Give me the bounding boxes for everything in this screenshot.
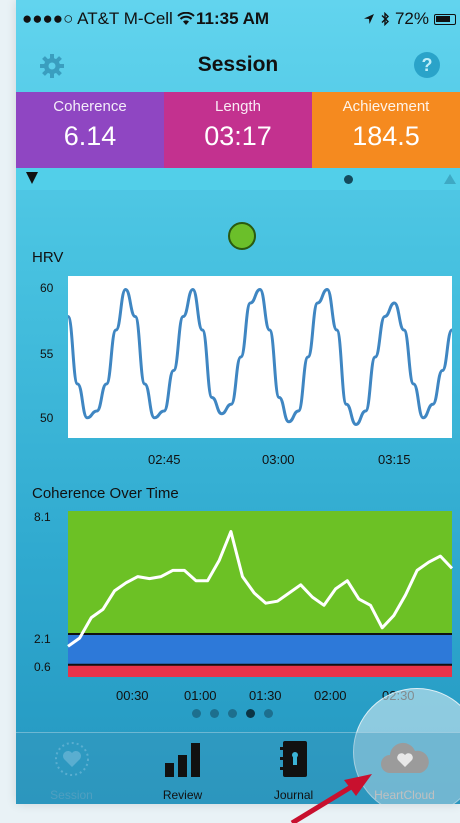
battery-percent: 72% — [394, 9, 429, 28]
tab-heartcloud[interactable]: HeartCloud — [349, 733, 460, 804]
coherence-band — [68, 664, 452, 677]
coherence-chart-title: Coherence Over Time — [32, 485, 179, 502]
tab-session[interactable]: Session — [16, 733, 127, 804]
session-stats: Coherence 6.14 Length 03:17 Achievement … — [16, 92, 460, 168]
carrier-label: ●●●●○ AT&T M-Cell — [22, 9, 173, 28]
achievement-label: Achievement — [342, 98, 430, 115]
status-time: 11:35 AM — [196, 9, 270, 28]
tab-journal[interactable]: Journal — [238, 733, 349, 804]
bluetooth-icon — [381, 12, 389, 26]
status-bar: ●●●●○ AT&T M-Cell 11:35 AM 72% — [16, 0, 460, 38]
coherence-band — [68, 511, 452, 634]
help-icon[interactable]: ? — [414, 52, 440, 78]
tab-label-journal: Journal — [273, 788, 314, 802]
hrv-x-tick: 02:45 — [148, 452, 181, 467]
hrv-plot-area — [68, 276, 452, 438]
progress-indicator — [16, 168, 460, 190]
phone-screen: ●●●●○ AT&T M-Cell 11:35 AM 72% — [16, 0, 460, 804]
coherence-chart: 8.1 2.1 0.6 00:30 01:00 01:30 02:00 02:3… — [34, 510, 454, 703]
page-indicator[interactable] — [192, 709, 273, 718]
cloud-heart-icon — [380, 742, 429, 773]
position-dot — [344, 175, 353, 184]
tab-review[interactable]: Review — [127, 733, 238, 804]
page-dot[interactable] — [228, 709, 237, 718]
hrv-series-line — [66, 288, 454, 426]
tab-label-review: Review — [162, 788, 203, 802]
achievement-value: 184.5 — [352, 121, 420, 151]
coherence-y-tick: 0.6 — [34, 660, 51, 674]
nav-bar: Session ? — [16, 38, 460, 92]
hrv-x-tick: 03:00 — [262, 452, 295, 467]
length-label: Length — [215, 98, 261, 115]
bar-chart-icon — [164, 743, 200, 777]
battery-icon — [434, 13, 456, 25]
location-icon — [363, 14, 374, 24]
hrv-x-tick: 03:15 — [378, 452, 411, 467]
coherence-x-tick: 01:00 — [184, 688, 217, 703]
coherence-series-line — [67, 530, 454, 648]
heart-sun-icon — [54, 742, 89, 776]
coherence-y-tick: 2.1 — [34, 632, 51, 646]
start-marker-icon — [26, 172, 38, 184]
coherence-stat: Coherence 6.14 — [16, 92, 164, 168]
coherence-x-tick: 00:30 — [116, 688, 149, 703]
page-dot[interactable] — [246, 709, 255, 718]
hrv-y-tick: 55 — [40, 347, 54, 361]
hrv-y-tick: 50 — [40, 411, 54, 425]
wifi-icon — [177, 12, 195, 25]
page-dot[interactable] — [192, 709, 201, 718]
journal-icon — [279, 741, 307, 777]
page-dot[interactable] — [264, 709, 273, 718]
hrv-y-tick: 60 — [40, 281, 54, 295]
achievement-stat: Achievement 184.5 — [312, 92, 460, 168]
coherence-x-tick: 01:30 — [249, 688, 282, 703]
tab-label-heartcloud: HeartCloud — [374, 788, 435, 802]
hrv-title: HRV — [32, 249, 64, 266]
coherence-band — [68, 633, 452, 665]
hrv-chart: 60 55 50 02:45 03:00 03:15 — [40, 276, 454, 467]
coherence-x-tick: 02:00 — [314, 688, 347, 703]
tab-label-session: Session — [50, 788, 93, 802]
page-title: Session — [197, 53, 279, 76]
coherence-status-light — [228, 222, 256, 250]
coherence-value: 6.14 — [63, 121, 117, 151]
gear-icon[interactable] — [38, 52, 66, 80]
coherence-y-tick: 8.1 — [34, 510, 51, 524]
length-stat: Length 03:17 — [164, 92, 312, 168]
tab-bar: Session Review Journal — [16, 732, 460, 804]
page-dot[interactable] — [210, 709, 219, 718]
length-value: 03:17 — [204, 121, 272, 151]
end-marker-icon — [444, 174, 456, 184]
coherence-label: Coherence — [53, 98, 127, 115]
